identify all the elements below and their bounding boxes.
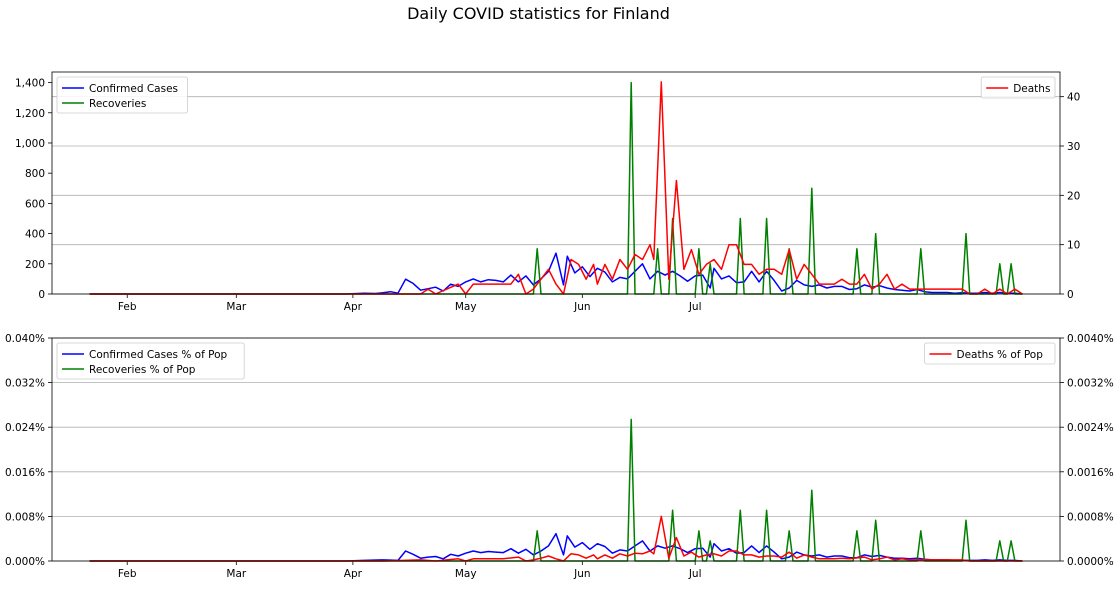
plot-frame (51, 337, 1061, 562)
x-tick-label: Apr (344, 568, 363, 580)
legend-box (56, 76, 188, 114)
legend-box (56, 342, 245, 380)
left-tick-label: 0.000% (5, 556, 45, 568)
series-line-deaths (89, 81, 1023, 295)
figure-title: Daily COVID statistics for Finland (407, 4, 670, 23)
x-tick-label: Feb (118, 301, 137, 313)
right-tick-label: 20 (1067, 190, 1080, 202)
legend-label: Deaths (1013, 83, 1050, 95)
x-tick-label: Apr (344, 301, 363, 313)
left-tick-label: 200 (25, 259, 45, 271)
right-tick-label: 0.0024% (1067, 422, 1114, 434)
plot-frame (51, 71, 1061, 295)
x-tick-label: Jul (688, 301, 702, 313)
left-tick-label: 1,000 (15, 138, 45, 150)
left-tick-label: 600 (25, 198, 45, 210)
left-tick-label: 0 (38, 289, 45, 301)
right-tick-label: 30 (1067, 141, 1080, 153)
right-tick-label: 0.0032% (1067, 378, 1114, 390)
legend-label: Recoveries % of Pop (89, 364, 196, 376)
right-tick-label: 0 (1067, 289, 1074, 301)
left-tick-label: 0.040% (5, 333, 45, 345)
x-tick-label: Jun (573, 568, 590, 580)
x-tick-label: May (455, 568, 477, 580)
right-tick-label: 0.0016% (1067, 467, 1114, 479)
right-tick-label: 10 (1067, 240, 1080, 252)
x-tick-label: Jun (573, 301, 590, 313)
left-tick-label: 0.024% (5, 422, 45, 434)
legend-box (980, 76, 1056, 99)
chart-panel-2: 0.0000% 0.0008% 0.0016% 0.0024% 0.0032% 0.004… (5, 333, 1114, 580)
legend-right: Deaths % of Pop (924, 342, 1056, 365)
right-tick-label: 40 (1067, 92, 1080, 104)
series-line-deaths-of-pop (89, 515, 1023, 562)
x-tick-label: Mar (226, 301, 246, 313)
legend-label: Confirmed Cases % of Pop (89, 349, 228, 361)
x-tick-label: Mar (226, 568, 246, 580)
legend-label: Confirmed Cases (89, 83, 178, 95)
left-tick-label: 1,200 (15, 108, 45, 120)
legend-right: Deaths (980, 76, 1056, 99)
left-tick-label: 1,400 (15, 78, 45, 90)
legend-label: Recoveries (89, 98, 146, 110)
right-tick-label: 0.0040% (1067, 333, 1114, 345)
legend-label: Deaths % of Pop (957, 349, 1044, 361)
series-line-confirmed-cases-of-pop (89, 532, 1023, 562)
left-tick-label: 0.032% (5, 378, 45, 390)
series-line-recoveries (89, 81, 1023, 295)
x-tick-label: May (455, 301, 477, 313)
series-line-confirmed-cases (89, 252, 1023, 295)
right-tick-label: 0.0008% (1067, 511, 1114, 523)
left-tick-label: 800 (25, 168, 45, 180)
right-tick-label: 0.0000% (1067, 556, 1114, 568)
series-line-recoveries-of-pop (89, 418, 1023, 562)
legend-left: Confirmed Cases % of Pop Recoveries % of … (56, 342, 245, 380)
chart-panel-1: 01020304002004006008001,0001,2001,400Feb… (15, 71, 1080, 313)
x-tick-label: Feb (118, 568, 137, 580)
legend-left: Confirmed Cases Recoveries (56, 76, 188, 114)
left-tick-label: 0.016% (5, 467, 45, 479)
legend-box (924, 342, 1056, 365)
left-tick-label: 400 (25, 229, 45, 241)
left-tick-label: 0.008% (5, 511, 45, 523)
x-tick-label: Jul (688, 568, 702, 580)
